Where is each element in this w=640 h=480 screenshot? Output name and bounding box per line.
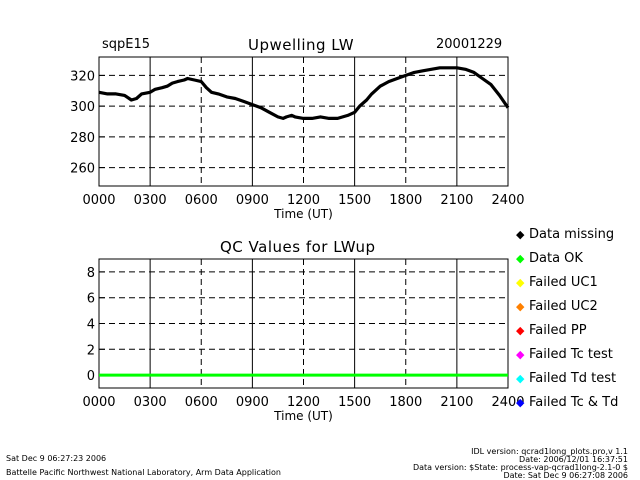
legend-label: Failed PP bbox=[529, 323, 587, 338]
x-tick-label: 1500 bbox=[338, 193, 371, 208]
x-tick-label: 1200 bbox=[287, 395, 320, 410]
x-tick-label: 0600 bbox=[185, 395, 218, 410]
x-axis-label: Time (UT) bbox=[273, 409, 333, 423]
y-tick-label: 2 bbox=[87, 343, 95, 358]
legend-label: Failed Tc test bbox=[529, 347, 613, 362]
legend-marker-icon: ◆ bbox=[516, 348, 525, 361]
legend-marker-icon: ◆ bbox=[516, 252, 525, 265]
upwelling-lw-chart: 260 280 300 320 0000 0300 0600 0900 1200 1500 1800… bbox=[70, 56, 525, 221]
y-tick-label: 280 bbox=[70, 131, 95, 146]
legend-marker-icon: ◆ bbox=[516, 300, 525, 313]
footer-timestamp: Sat Dec 9 06:27:23 2006 bbox=[6, 454, 107, 463]
x-tick-label: 0000 bbox=[82, 193, 115, 208]
plot-frame bbox=[98, 56, 509, 187]
x-tick-label: 0900 bbox=[236, 193, 269, 208]
footer-idl-version: IDL version: qcrad1long_plots.pro,v 1.1 bbox=[471, 447, 628, 456]
x-axis-label: Time (UT) bbox=[273, 207, 333, 221]
date-label: 20001229 bbox=[436, 37, 503, 52]
y-tick-label: 260 bbox=[70, 162, 95, 177]
legend-marker-icon: ◆ bbox=[516, 324, 525, 337]
legend-marker-icon: ◆ bbox=[516, 372, 525, 385]
legend-marker-icon: ◆ bbox=[516, 396, 525, 409]
y-tick-label: 6 bbox=[87, 292, 95, 307]
footer-data-version: Data version: $State: process-vap-qcrad1… bbox=[412, 463, 628, 472]
footer-institution: Battelle Pacific Northwest National Labo… bbox=[6, 468, 281, 477]
legend-label: Data OK bbox=[529, 251, 583, 266]
x-tick-label: 0900 bbox=[236, 395, 269, 410]
x-tick-label: 1200 bbox=[287, 193, 320, 208]
y-tick-label: 320 bbox=[70, 69, 95, 84]
x-tick-label: 0300 bbox=[134, 395, 167, 410]
x-tick-label: 1500 bbox=[338, 395, 371, 410]
legend-label: Failed Td test bbox=[529, 371, 617, 386]
footer-data-date: Date: Sat Dec 9 06:27:08 2006 bbox=[503, 471, 628, 480]
x-tick-label: 1800 bbox=[389, 193, 422, 208]
y-tick-label: 4 bbox=[87, 318, 95, 333]
footer-idl-date: Date: 2006/12/01 16:37:51 bbox=[519, 455, 628, 464]
y-tick-label: 0 bbox=[87, 369, 95, 384]
legend-label: Failed Tc & Td bbox=[529, 395, 619, 410]
qc-chart-title: QC Values for LWup bbox=[220, 238, 376, 256]
y-tick-label: 300 bbox=[70, 100, 95, 115]
x-tick-label: 2100 bbox=[440, 395, 473, 410]
legend-label: Data missing bbox=[529, 227, 615, 242]
y-tick-label: 8 bbox=[87, 266, 95, 281]
legend-label: Failed UC1 bbox=[529, 275, 598, 290]
legend-marker-icon: ◆ bbox=[516, 276, 525, 289]
site-label: sqpE15 bbox=[102, 37, 151, 52]
data-series-line bbox=[98, 66, 510, 121]
x-tick-label: 2400 bbox=[491, 395, 524, 410]
legend-label: Failed UC2 bbox=[529, 299, 598, 314]
x-tick-label: 2100 bbox=[440, 193, 473, 208]
x-tick-label: 1800 bbox=[389, 395, 422, 410]
x-tick-label: 0300 bbox=[134, 193, 167, 208]
x-tick-label: 2400 bbox=[491, 193, 524, 208]
legend-marker-icon: ◆ bbox=[516, 228, 525, 241]
qc-values-chart: 0 2 4 6 8 0000 0300 0600 0900 1200 1500 1800 2100 240… bbox=[82, 258, 525, 423]
x-tick-label: 0000 bbox=[82, 395, 115, 410]
chart-title: Upwelling LW bbox=[248, 36, 355, 54]
x-tick-label: 0600 bbox=[185, 193, 218, 208]
